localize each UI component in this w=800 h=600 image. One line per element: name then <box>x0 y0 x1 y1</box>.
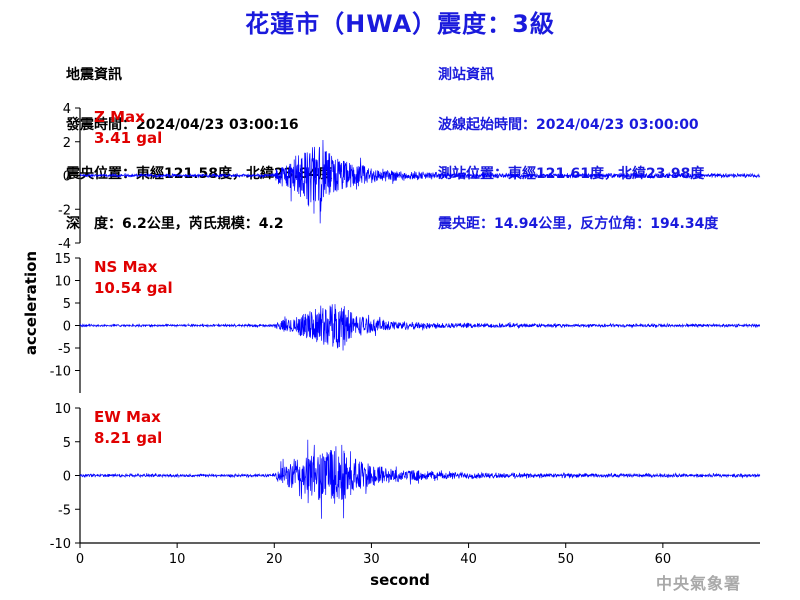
distance-azimuth: 震央距：14.94公里，反方位角：194.34度 <box>438 215 719 232</box>
y-tick-label: -10 <box>50 365 71 380</box>
station-info-heading: 測站資訊 <box>438 67 494 83</box>
y-tick-label: 10 <box>54 275 71 290</box>
peak-value: 8.21 gal <box>94 429 162 447</box>
y-tick-label: 15 <box>54 252 71 267</box>
peak-label: Z Max <box>94 108 145 126</box>
peak-label: NS Max <box>94 258 158 276</box>
x-tick-label: 40 <box>460 552 477 567</box>
x-tick-label: 50 <box>557 552 574 567</box>
epicenter-location: 震央位置：東經121.58度，北緯23.84度 <box>66 166 333 182</box>
origin-time: 發震時間：2024/04/23 03:00:16 <box>66 116 299 133</box>
y-tick-label: 0 <box>63 470 71 485</box>
y-tick-label: 4 <box>63 102 71 117</box>
y-tick-label: 5 <box>63 297 71 312</box>
x-tick-label: 10 <box>169 552 186 567</box>
y-tick-label: 2 <box>63 136 71 151</box>
x-axis-title: second <box>370 571 430 589</box>
y-tick-label: -4 <box>58 237 71 252</box>
y-tick-label: -10 <box>50 537 71 552</box>
y-tick-label: 5 <box>63 436 71 451</box>
agency-watermark: 中央氣象署 <box>656 574 742 593</box>
depth-magnitude: 深 度：6.2公里，芮氏規模：4.2 <box>66 215 284 232</box>
y-tick-label: -5 <box>58 342 71 357</box>
x-tick-label: 0 <box>76 552 84 567</box>
y-axis-title: acceleration <box>22 251 40 355</box>
x-tick-label: 30 <box>363 552 380 567</box>
x-tick-label: 20 <box>266 552 283 567</box>
y-tick-label: -2 <box>58 203 71 218</box>
peak-label: EW Max <box>94 408 161 426</box>
peak-value: 10.54 gal <box>94 279 173 297</box>
wave-start-time: 波線起始時間：2024/04/23 03:00:00 <box>438 116 699 133</box>
x-tick-label: 60 <box>655 552 672 567</box>
y-tick-label: 0 <box>63 320 71 335</box>
waveform-trace <box>79 439 761 519</box>
waveform-trace <box>79 140 761 224</box>
page-title: 花蓮市（HWA）震度：3級 <box>245 10 555 38</box>
y-tick-label: 0 <box>63 170 71 185</box>
waveform-trace <box>79 304 761 351</box>
y-tick-label: 10 <box>54 402 71 417</box>
earthquake-info: 地震資訊 發震時間：2024/04/23 03:00:16 震央位置：東經121… <box>66 34 332 249</box>
y-tick-label: -5 <box>58 503 71 518</box>
peak-value: 3.41 gal <box>94 129 162 147</box>
earthquake-info-heading: 地震資訊 <box>66 67 122 83</box>
